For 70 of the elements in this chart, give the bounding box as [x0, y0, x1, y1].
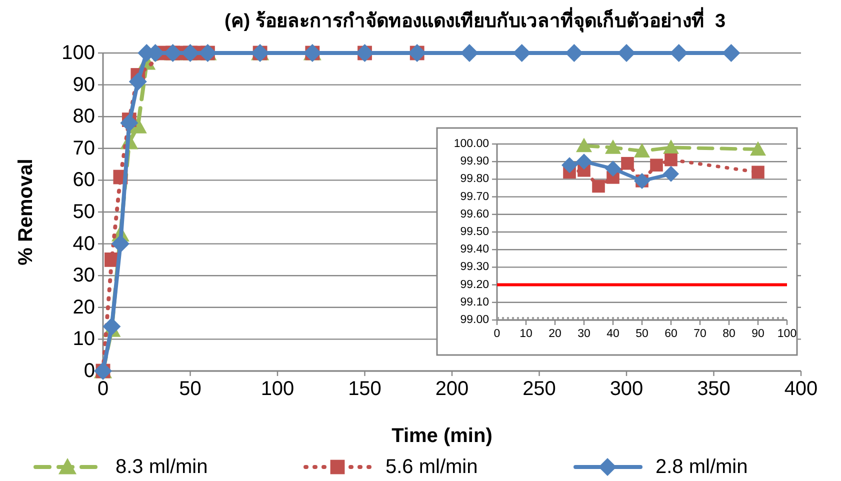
- x-tick-label: 40: [606, 328, 620, 340]
- legend-label: 5.6 ml/min: [386, 456, 478, 478]
- point: [565, 44, 584, 62]
- point: [618, 44, 636, 62]
- y-tick-label: 99.90: [460, 156, 489, 168]
- y-tick-label: 50: [72, 201, 95, 223]
- point: [576, 154, 592, 170]
- x-axis-title: Time (min): [392, 425, 492, 447]
- y-tick-label: 30: [72, 264, 95, 287]
- x-tick-label: 350: [697, 378, 730, 400]
- y-tick-label: 80: [72, 106, 95, 128]
- y-tick-label: 100.00: [454, 138, 489, 150]
- y-tick-label: 20: [72, 296, 95, 318]
- x-tick-label: 300: [610, 378, 644, 400]
- y-tick-label: 99.70: [460, 190, 489, 203]
- point: [120, 114, 138, 132]
- chart-title: (ค) ร้อยละการกำจัดทองแดงเทียบกับเวลาที่จุดเก็บตัวอย่างที่ 3: [224, 7, 726, 33]
- y-tick-label: 99.00: [460, 314, 489, 326]
- point: [605, 140, 621, 154]
- point: [102, 317, 121, 336]
- point: [621, 156, 634, 170]
- x-tick-label: 0: [494, 328, 500, 340]
- y-tick-label: 99.50: [460, 226, 489, 238]
- point: [512, 44, 531, 62]
- x-tick-label: 90: [752, 328, 764, 340]
- point: [128, 72, 147, 91]
- point: [663, 140, 679, 154]
- point: [664, 153, 678, 166]
- point: [576, 138, 592, 152]
- x-tick-label: 0: [97, 378, 109, 400]
- point: [634, 143, 650, 158]
- x-tick-label: 20: [548, 328, 562, 340]
- point: [111, 234, 130, 253]
- x-tick-label: 400: [784, 378, 818, 400]
- x-tick-label: 60: [664, 328, 678, 340]
- y-tick-label: 60: [72, 169, 95, 192]
- y-tick-label: 99.30: [460, 261, 489, 274]
- x-tick-label: 70: [694, 328, 706, 340]
- x-tick-label: 100: [260, 378, 294, 400]
- point: [650, 158, 663, 172]
- y-tick-label: 99.60: [460, 208, 489, 220]
- point: [722, 44, 740, 62]
- x-tick-label: 200: [435, 378, 469, 400]
- point: [752, 166, 764, 179]
- y-tick-label: 100: [62, 42, 95, 64]
- point: [663, 166, 679, 182]
- x-tick-label: 150: [348, 378, 382, 400]
- y-tick-label: 70: [72, 137, 95, 160]
- x-tick-label: 10: [520, 328, 532, 340]
- point: [605, 160, 621, 177]
- y-axis-title: % Removal: [15, 158, 37, 266]
- point: [562, 157, 578, 174]
- x-tick-label: 100: [777, 328, 797, 340]
- y-tick-label: 0: [84, 360, 95, 382]
- point: [750, 141, 766, 156]
- legend-label: 2.8 ml/min: [656, 456, 748, 478]
- x-tick-label: 50: [179, 378, 202, 400]
- y-tick-label: 90: [72, 74, 95, 96]
- x-tick-label: 250: [522, 378, 556, 400]
- x-tick-label: 30: [578, 328, 590, 340]
- y-tick-label: 99.10: [460, 296, 489, 308]
- y-tick-label: 99.80: [460, 173, 489, 186]
- y-tick-label: 99.20: [460, 278, 489, 291]
- legend-label: 8.3 ml/min: [116, 456, 208, 478]
- point: [592, 180, 605, 193]
- x-tick-label: 80: [722, 328, 736, 340]
- point: [670, 44, 688, 62]
- y-tick-label: 40: [72, 232, 95, 255]
- y-tick-label: 99.40: [460, 244, 489, 256]
- x-tick-label: 50: [636, 328, 648, 340]
